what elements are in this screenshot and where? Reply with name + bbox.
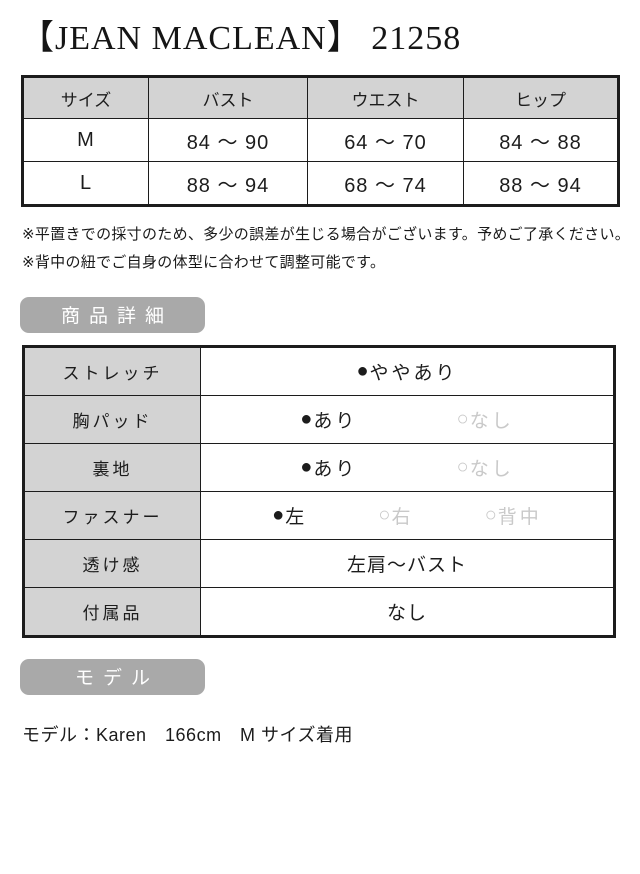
table-row: ファスナー ● 左 ○ 右 ○ 背中 [23,490,615,540]
option-group: ● あり ○ なし [201,406,613,433]
filled-circle-icon: ● [356,359,369,382]
measurement-notes: ※平置きでの採寸のため、多少の誤差が生じる場合がございます。予めご了承ください。… [22,221,640,277]
option-selected: ● あり [300,406,357,433]
size-table-header-row: サイズ バスト ウエスト ヒップ [22,76,619,120]
model-info: モデル：Karen 166cm M サイズ着用 [22,724,354,745]
filled-circle-icon: ● [300,407,313,430]
section-heading-product-details: 商品詳細 [20,296,205,333]
table-row: L 88 〜 94 68 〜 74 88 〜 94 [22,161,619,207]
option-unselected: ○ 右 [378,502,413,529]
waist-cell: 64 〜 70 [307,118,464,163]
hip-cell: 88 〜 94 [463,161,619,207]
size-table-header-waist: ウエスト [307,76,464,120]
option-unselected: ○ なし [457,454,514,481]
size-table-header-bust: バスト [148,76,308,120]
filled-circle-icon: ● [300,455,313,478]
option-selected: ● 左 [272,502,307,529]
option-unselected: ○ なし [457,406,514,433]
option-label: あり [313,458,358,480]
detail-value-accessories: なし [200,586,615,637]
option-selected: ● ややあり [356,358,457,385]
empty-circle-icon: ○ [484,503,497,526]
option-label: なし [469,410,514,432]
detail-label-sheerness: 透け感 [23,538,201,588]
section-heading-model: モデル [20,658,205,695]
detail-label-lining: 裏地 [23,442,201,492]
detail-label-fastener: ファスナー [23,490,201,540]
size-table-header-hip: ヒップ [463,76,619,120]
option-label: 左 [285,506,308,528]
note-line: ※背中の紐でご自身の体型に合わせて調整可能です。 [22,254,386,272]
table-row: 胸パッド ● あり ○ なし [23,394,615,444]
size-table: サイズ バスト ウエスト ヒップ M 84 〜 90 64 〜 70 84 〜 … [21,75,620,208]
option-label: なし [469,458,514,480]
detail-label-stretch: ストレッチ [23,345,201,396]
detail-value-sheerness: 左肩〜バスト [200,538,615,588]
product-detail-table: ストレッチ ● ややあり 胸パッド ● あり [22,344,616,638]
empty-circle-icon: ○ [378,503,391,526]
table-row: ストレッチ ● ややあり [23,345,615,396]
table-row: 付属品 なし [23,586,615,637]
note-line: ※平置きでの採寸のため、多少の誤差が生じる場合がございます。予めご了承ください。 [22,226,631,244]
detail-label-accessories: 付属品 [23,586,201,637]
option-group: ● 左 ○ 右 ○ 背中 [201,502,613,529]
waist-cell: 68 〜 74 [307,161,464,207]
filled-circle-icon: ● [272,503,285,526]
empty-circle-icon: ○ [456,407,469,430]
option-group: ● あり ○ なし [201,454,613,481]
empty-circle-icon: ○ [456,455,469,478]
option-label: 背中 [497,506,542,528]
page-title: 【JEAN MACLEAN】 21258 [20,20,462,57]
option-label: ややあり [369,362,458,384]
table-row: 透け感 左肩〜バスト [23,538,615,588]
detail-label-chest-pad: 胸パッド [23,394,201,444]
table-row: M 84 〜 90 64 〜 70 84 〜 88 [22,118,619,163]
table-row: 裏地 ● あり ○ なし [23,442,615,492]
option-group: ● ややあり [201,358,613,385]
bust-cell: 84 〜 90 [148,118,308,163]
option-label: あり [313,410,358,432]
size-table-header-size: サイズ [22,76,149,120]
size-cell: L [22,161,149,207]
option-selected: ● あり [300,454,357,481]
hip-cell: 84 〜 88 [463,118,619,163]
bust-cell: 88 〜 94 [148,161,308,207]
product-spec-page: 【JEAN MACLEAN】 21258 サイズ バスト ウエスト ヒップ M … [0,20,640,874]
size-cell: M [22,118,149,163]
option-label: 右 [391,506,414,528]
option-unselected: ○ 背中 [485,502,542,529]
